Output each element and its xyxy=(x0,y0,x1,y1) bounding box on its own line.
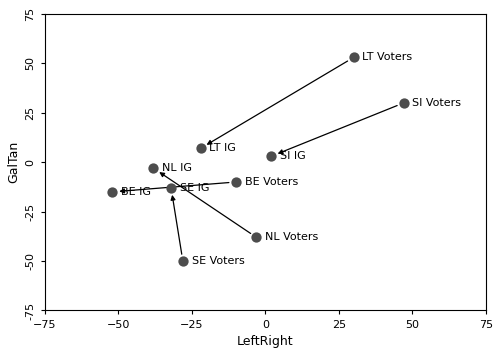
Point xyxy=(150,165,158,171)
Text: NL IG: NL IG xyxy=(162,163,192,173)
Text: LT Voters: LT Voters xyxy=(362,53,412,62)
Text: SI Voters: SI Voters xyxy=(412,98,462,108)
Point xyxy=(108,189,116,195)
Text: LT IG: LT IG xyxy=(210,143,236,153)
Text: BE Voters: BE Voters xyxy=(244,177,298,187)
Text: BE IG: BE IG xyxy=(121,187,151,197)
Point xyxy=(400,100,407,106)
Text: NL Voters: NL Voters xyxy=(266,232,318,242)
Point xyxy=(167,185,175,191)
Point xyxy=(267,153,275,159)
Point xyxy=(350,55,358,60)
X-axis label: LeftRight: LeftRight xyxy=(237,335,294,348)
Point xyxy=(232,179,240,185)
Text: SE Voters: SE Voters xyxy=(192,256,244,266)
Text: SI IG: SI IG xyxy=(280,151,305,161)
Y-axis label: GalTan: GalTan xyxy=(7,141,20,184)
Point xyxy=(179,258,187,264)
Point xyxy=(252,235,260,240)
Text: SE IG: SE IG xyxy=(180,183,210,193)
Point xyxy=(196,146,204,151)
